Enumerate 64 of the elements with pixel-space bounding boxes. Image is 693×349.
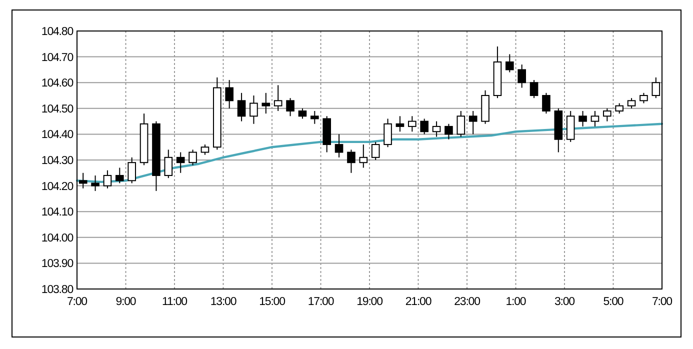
candlestick bbox=[164, 149, 173, 179]
candlestick bbox=[347, 149, 356, 174]
candlestick bbox=[468, 110, 478, 135]
candlestick bbox=[128, 156, 136, 184]
y-tick-label: 103.90 bbox=[41, 258, 74, 270]
x-tick-label: 15:00 bbox=[259, 296, 286, 308]
candlestick bbox=[566, 110, 575, 142]
x-tick-label: 17:00 bbox=[308, 296, 334, 308]
x-tick-label: 21:00 bbox=[405, 296, 432, 308]
y-tick-label: 104.00 bbox=[41, 232, 74, 244]
candlestick bbox=[188, 149, 197, 166]
candlestick bbox=[640, 92, 648, 104]
candlestick bbox=[542, 92, 550, 114]
y-tick-label: 103.80 bbox=[41, 284, 74, 296]
y-tick-label: 104.50 bbox=[41, 103, 74, 116]
x-tick-label: 19:00 bbox=[356, 296, 383, 308]
candlestick bbox=[200, 144, 210, 156]
x-tick-label: 9:00 bbox=[116, 296, 136, 308]
candlestick bbox=[237, 92, 246, 122]
y-tick-label: 104.80 bbox=[41, 26, 74, 38]
x-tick-label: 5:00 bbox=[603, 296, 624, 308]
candlestick bbox=[420, 118, 428, 135]
candlestick bbox=[396, 116, 404, 132]
candlestick bbox=[359, 144, 368, 168]
candlestick bbox=[286, 98, 294, 117]
candlestick bbox=[176, 152, 185, 174]
candlestick bbox=[432, 120, 441, 138]
x-tick-label: 23:00 bbox=[454, 296, 480, 308]
candlestick bbox=[225, 80, 234, 109]
candlestick bbox=[518, 64, 526, 88]
candlestick bbox=[444, 123, 453, 140]
candlestick bbox=[590, 110, 600, 127]
x-tick-label: 7:00 bbox=[652, 296, 672, 308]
candlestick bbox=[408, 116, 416, 132]
x-tick-label: 1:00 bbox=[506, 296, 526, 308]
candlestick bbox=[274, 84, 282, 112]
y-tick-label: 104.40 bbox=[41, 129, 74, 142]
candlestick bbox=[603, 108, 612, 122]
candlestick bbox=[103, 170, 112, 189]
candlestick bbox=[615, 102, 624, 114]
y-tick-label: 104.60 bbox=[41, 78, 74, 90]
candlestick bbox=[371, 141, 380, 160]
candlestick bbox=[334, 134, 344, 158]
candlestick bbox=[250, 95, 258, 124]
x-tick-label: 11:00 bbox=[162, 296, 188, 308]
candlestick bbox=[116, 167, 124, 184]
candlestick bbox=[310, 110, 319, 124]
candlestick bbox=[506, 54, 514, 73]
x-tick-label: 13:00 bbox=[210, 296, 236, 308]
y-tick-label: 104.70 bbox=[41, 52, 74, 64]
candlestick bbox=[578, 110, 587, 127]
x-tick-label: 7:00 bbox=[67, 296, 88, 308]
line-series bbox=[76, 122, 664, 184]
candlestick bbox=[298, 108, 307, 120]
candlestick bbox=[384, 118, 392, 148]
y-tick-label: 104.30 bbox=[41, 155, 74, 168]
candlestick bbox=[456, 110, 466, 138]
y-tick-label: 104.10 bbox=[41, 206, 74, 219]
candlestick bbox=[530, 80, 538, 99]
y-tick-label: 104.20 bbox=[41, 180, 74, 193]
candlestick bbox=[262, 92, 270, 114]
candlestick bbox=[91, 174, 100, 192]
x-tick-label: 3:00 bbox=[554, 296, 575, 308]
candlestick bbox=[627, 98, 636, 109]
